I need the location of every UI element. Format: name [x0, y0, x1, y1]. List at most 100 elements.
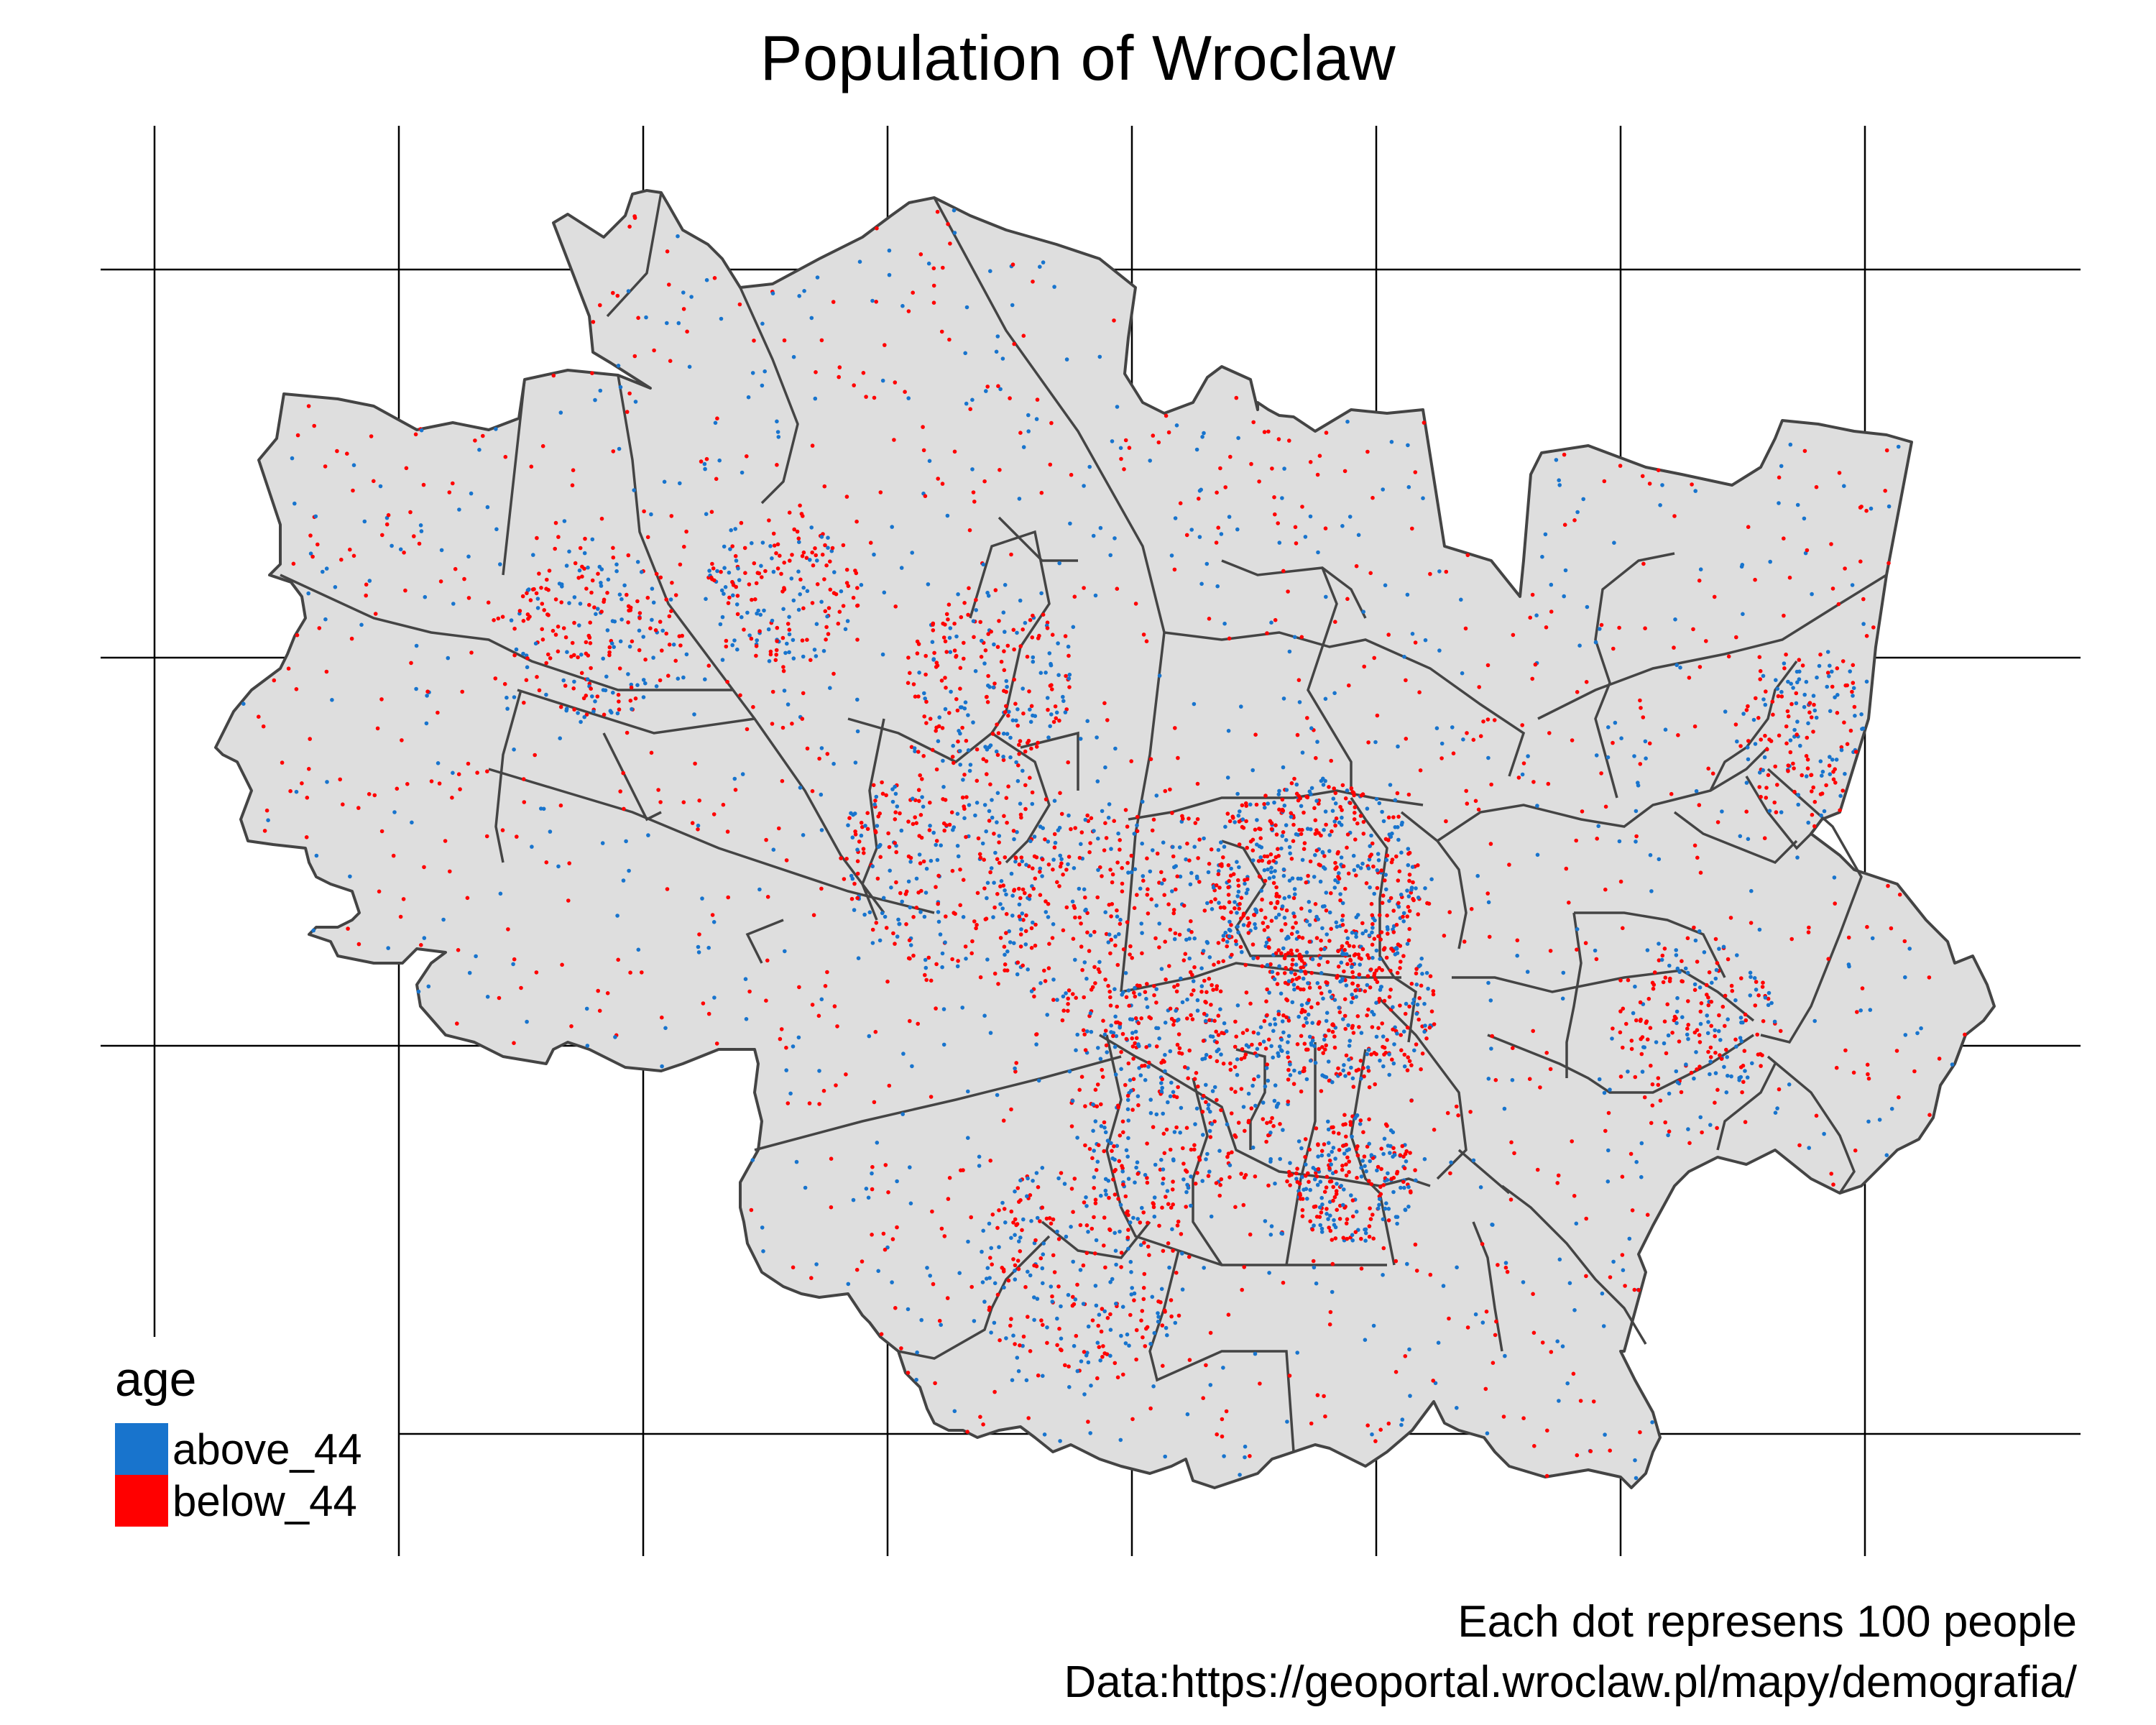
- population-dot: [1192, 965, 1197, 970]
- population-dot: [1148, 1341, 1153, 1346]
- population-dot: [1169, 1314, 1174, 1319]
- population-dot: [1160, 1077, 1164, 1082]
- population-dot: [1064, 673, 1068, 678]
- population-dot: [975, 747, 980, 752]
- population-dot: [1669, 791, 1674, 796]
- population-dot: [1810, 812, 1815, 817]
- population-dot: [775, 566, 780, 571]
- population-dot: [856, 956, 861, 960]
- district-line: [1673, 811, 1798, 865]
- population-dot: [1299, 906, 1304, 911]
- population-dot: [1128, 1017, 1133, 1021]
- population-dot: [567, 861, 571, 865]
- population-dot: [1252, 1077, 1256, 1082]
- population-dot: [982, 886, 987, 891]
- population-dot: [416, 989, 421, 994]
- population-dot: [1765, 747, 1769, 752]
- population-dot: [626, 672, 630, 676]
- population-dot: [1141, 1286, 1146, 1290]
- population-dot: [330, 698, 334, 702]
- population-dot: [940, 965, 944, 970]
- population-dot: [1741, 1020, 1745, 1025]
- population-dot: [733, 527, 737, 531]
- population-dot: [1689, 1070, 1694, 1075]
- population-dot: [1618, 464, 1623, 468]
- population-dot: [535, 535, 539, 540]
- population-dot: [522, 700, 526, 705]
- population-dot: [855, 896, 860, 901]
- population-dot: [906, 396, 911, 400]
- population-dot: [1668, 976, 1672, 981]
- population-dot: [1372, 656, 1376, 661]
- population-dot: [985, 880, 990, 886]
- population-dot: [1058, 791, 1062, 796]
- population-dot: [908, 860, 913, 864]
- population-dot: [966, 1136, 970, 1140]
- population-dot: [723, 585, 728, 589]
- population-dot: [924, 699, 929, 704]
- population-dot: [923, 891, 929, 895]
- population-dot: [1851, 694, 1855, 698]
- population-dot: [1461, 737, 1465, 742]
- population-dot: [1927, 1113, 1932, 1117]
- population-dot: [1253, 907, 1258, 911]
- population-dot: [981, 1228, 985, 1233]
- population-dot: [1038, 264, 1042, 270]
- population-dot: [1050, 632, 1055, 637]
- population-dot: [957, 729, 961, 733]
- population-dot: [1262, 1018, 1267, 1024]
- population-dot: [1184, 937, 1189, 942]
- population-dot: [681, 307, 686, 311]
- population-dot: [1330, 1149, 1334, 1154]
- population-dot: [660, 648, 664, 653]
- population-dot: [1312, 1265, 1317, 1270]
- population-dot: [1381, 1151, 1386, 1156]
- population-dot: [1378, 1192, 1383, 1197]
- population-dot: [1784, 724, 1789, 729]
- population-dot: [790, 722, 794, 726]
- population-dot: [1015, 1356, 1020, 1360]
- population-dot: [908, 905, 913, 910]
- population-dot: [1439, 741, 1445, 746]
- population-dot: [1135, 1172, 1141, 1176]
- population-dot: [1741, 1080, 1746, 1085]
- population-dot: [1288, 1062, 1292, 1067]
- population-dot: [1309, 1042, 1314, 1047]
- population-dot: [1664, 1051, 1669, 1056]
- population-dot: [890, 1280, 894, 1284]
- population-dot: [1097, 960, 1102, 965]
- population-dot: [678, 562, 683, 567]
- population-dot: [1000, 1266, 1005, 1270]
- population-dot: [1378, 988, 1383, 992]
- population-dot: [1889, 926, 1894, 931]
- population-dot: [1069, 1225, 1073, 1229]
- population-dot: [1218, 466, 1222, 471]
- population-dot: [852, 881, 857, 886]
- population-dot: [1338, 1072, 1342, 1077]
- population-dot: [1244, 801, 1248, 806]
- population-dot: [311, 928, 316, 933]
- population-dot: [1419, 956, 1424, 961]
- population-dot: [1240, 1031, 1245, 1035]
- population-dot: [1018, 1249, 1023, 1254]
- population-dot: [1028, 1349, 1033, 1353]
- population-dot: [1105, 1138, 1110, 1143]
- population-dot: [1557, 478, 1561, 482]
- population-dot: [1409, 888, 1414, 892]
- population-dot: [992, 681, 997, 686]
- population-dot: [544, 586, 548, 591]
- population-dot: [1886, 561, 1891, 566]
- population-dot: [1268, 962, 1273, 967]
- population-dot: [1172, 985, 1176, 989]
- population-dot: [1110, 872, 1115, 877]
- population-dot: [819, 792, 824, 797]
- population-dot: [996, 384, 1000, 388]
- population-dot: [1313, 852, 1317, 857]
- population-dot: [880, 911, 885, 916]
- population-dot: [1695, 1067, 1699, 1072]
- population-dot: [1395, 970, 1400, 975]
- population-dot: [1003, 630, 1007, 634]
- population-dot: [1330, 809, 1335, 813]
- population-dot: [1216, 872, 1221, 877]
- population-dot: [734, 558, 739, 563]
